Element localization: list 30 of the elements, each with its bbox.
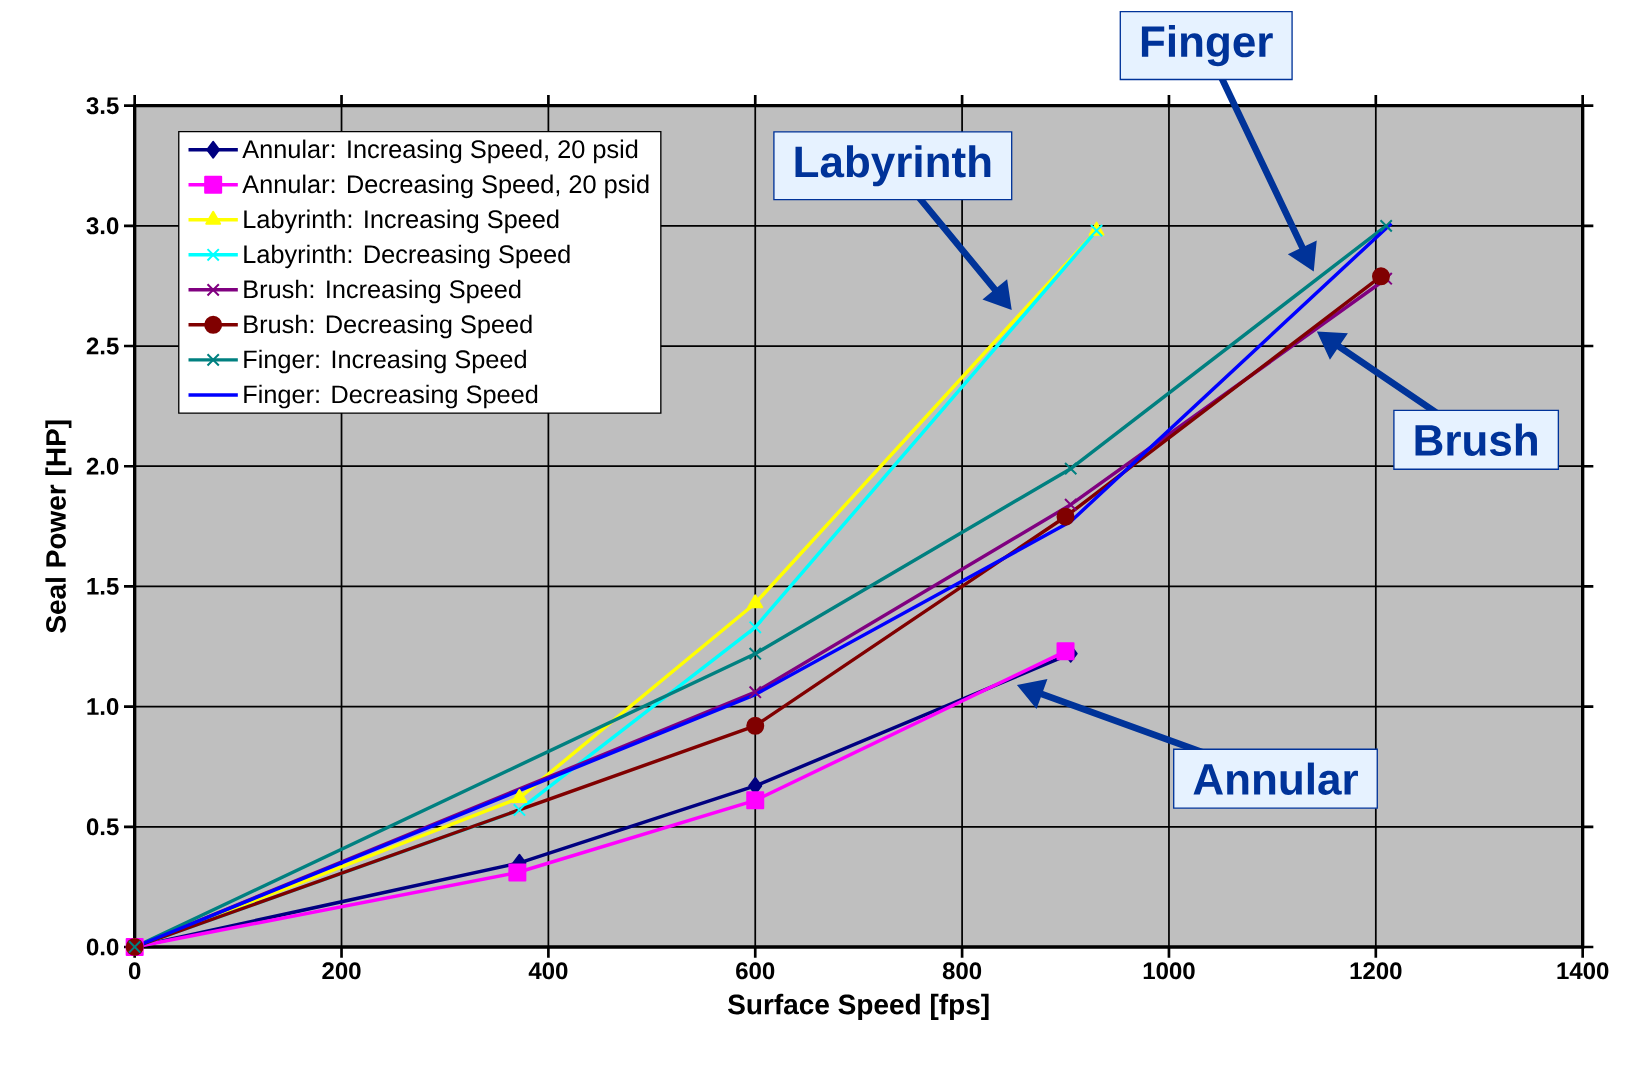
annotation: Labyrinth [795, 145, 991, 187]
y-axis-title: Seal Power [HP] [45, 420, 72, 633]
y-tick-label: 3.0 [86, 217, 119, 235]
y-tick-label: 1.0 [87, 698, 119, 716]
x-tick-label: 1000 [1143, 962, 1195, 980]
x-tick-label: 800 [942, 962, 982, 980]
y-tick-label: 2.0 [86, 457, 119, 475]
x-tick-label: 400 [528, 962, 568, 980]
y-tick-label: 2.5 [86, 337, 119, 355]
x-tick-label: 0 [128, 962, 141, 980]
x-tick-label: 600 [736, 962, 775, 980]
x-tick-label: 200 [322, 962, 361, 980]
annotation: Brush [1415, 423, 1537, 456]
legend-label: Brush: Increasing Speed [244, 279, 521, 304]
y-tick-label: 1.5 [87, 578, 119, 595]
x-tick-label: 1400 [1557, 962, 1609, 980]
legend-label: Annular: Increasing Speed, 20 psid [242, 139, 638, 164]
legend-label: Annular: Decreasing Speed, 20 psid [242, 174, 649, 199]
legend-label: Brush: Decreasing Speed [244, 314, 532, 339]
text: Finger [1141, 24, 1273, 67]
y-tick-label: 0.5 [86, 818, 119, 836]
legend-label: Labyrinth: Increasing Speed [244, 209, 559, 234]
x-tick-label: 1200 [1350, 962, 1402, 980]
annotation: Annular [1193, 762, 1358, 795]
y-tick-label: 3.5 [86, 97, 119, 115]
legend-label: Labyrinth: Decreasing Speed [244, 244, 570, 269]
y-tick-label: 0.0 [86, 938, 119, 956]
x-axis-title: Surface Speed [fps] [728, 993, 989, 1020]
legend-label: Finger: Increasing Speed [244, 349, 526, 374]
legend-label: Finger: Decreasing Speed [244, 384, 538, 409]
